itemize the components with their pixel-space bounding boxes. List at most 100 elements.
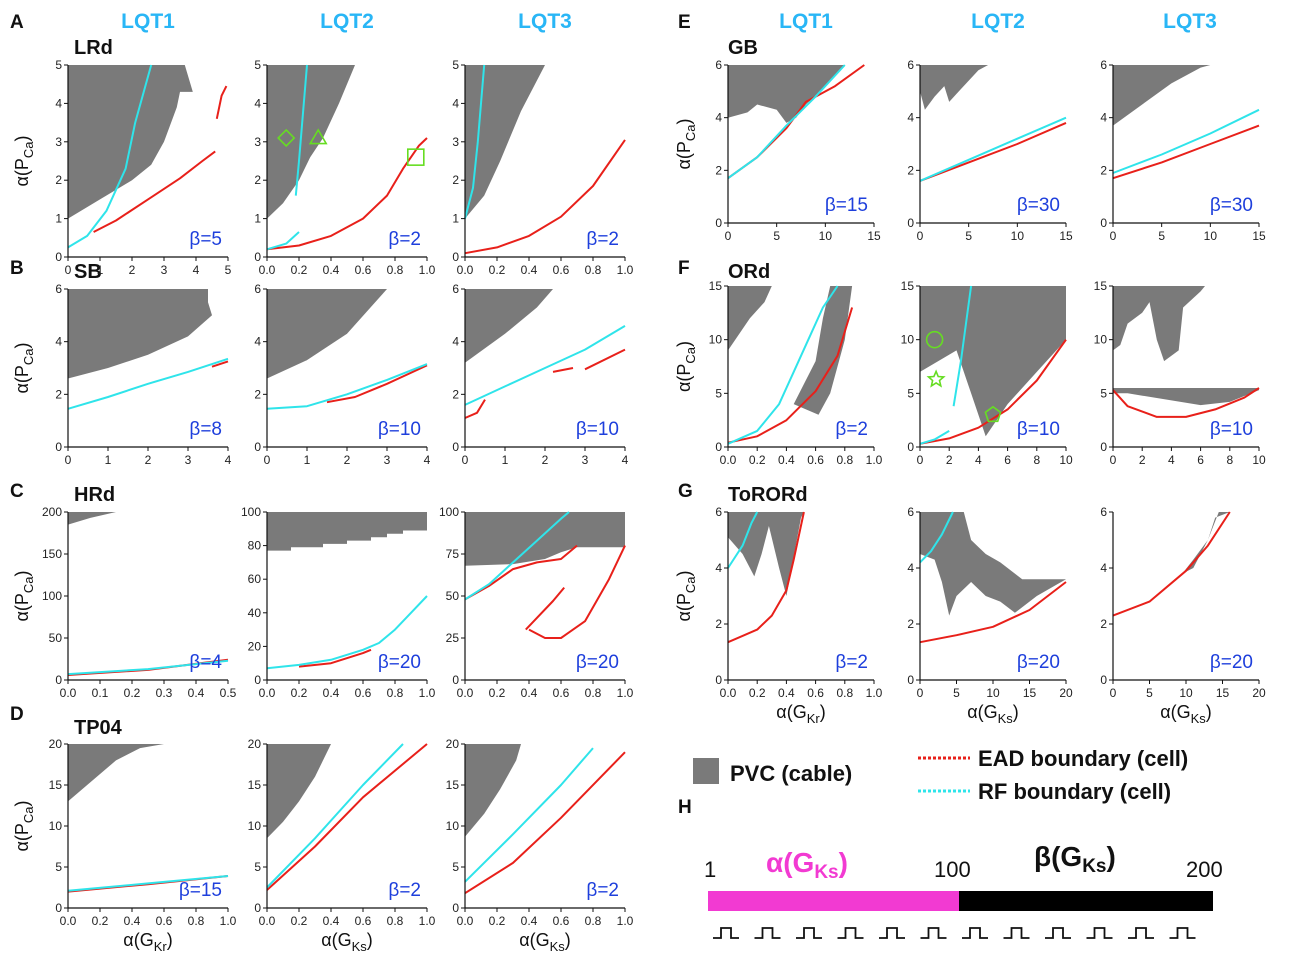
- x-tick-label: 10: [819, 229, 833, 243]
- x-tick-label: 5: [225, 263, 232, 277]
- marker-circle: [925, 330, 944, 349]
- ylabel-left-row-1-main: α(P: [12, 365, 32, 393]
- y-tick-label: 0: [1100, 673, 1107, 687]
- y-tick-label: 2: [452, 387, 459, 401]
- x-tick-label: 0.4: [521, 914, 538, 928]
- ylabel-left-row-3-main: α(P: [12, 823, 32, 851]
- x-tick-label: 0.0: [457, 263, 474, 277]
- y-tick-label: 75: [446, 547, 460, 561]
- x-tick-label: 0.3: [156, 686, 173, 700]
- x-tick-label: 0: [65, 453, 72, 467]
- y-tick-label: 15: [1094, 279, 1108, 293]
- panel-letter-g: G: [678, 481, 693, 502]
- alpha-bar: [708, 891, 959, 911]
- x-tick-label: 4: [424, 453, 431, 467]
- x-tick-label: 0: [917, 686, 924, 700]
- y-tick-label: 15: [901, 279, 915, 293]
- column-head-right-lqt3: LQT3: [1163, 10, 1217, 33]
- ylabel-right-row-0: α(PCa): [674, 118, 698, 169]
- x-tick-label: 0.6: [807, 686, 824, 700]
- ylabel-right-row-1-main: α(P: [674, 364, 694, 392]
- ylabel-right-row-0-sub: Ca: [683, 124, 698, 141]
- rf-boundary-0: [1112, 108, 1260, 174]
- y-tick-label: 2: [55, 387, 62, 401]
- chart-tp04-lqt3: 0.0 0.2 0.4 0.6 0.8 1.0 0 5 10 15 20 β=2: [446, 737, 634, 928]
- x-tick-label: 3: [384, 453, 391, 467]
- x-tick-label: 10: [1179, 686, 1193, 700]
- chart-gb-lqt3: 0 5 10 15 0 2 4 6 β=30: [1100, 58, 1266, 243]
- y-tick-label: 0: [55, 901, 62, 915]
- rf-boundary-0: [727, 64, 846, 180]
- column-head-right-lqt2: LQT2: [971, 10, 1025, 33]
- pulse-train: [713, 927, 1196, 939]
- y-tick-label: 5: [452, 58, 459, 72]
- beta-label: β=30: [1210, 195, 1253, 216]
- xlabel-torord-lqt1: α(GKr): [776, 702, 825, 726]
- stim-alpha-sub: Ks: [814, 862, 838, 883]
- x-tick-label: 1.0: [419, 914, 436, 928]
- x-tick-label: 0: [65, 263, 72, 277]
- x-tick-label: 5: [773, 229, 780, 243]
- rf-boundary-0: [266, 363, 428, 410]
- chart-tp04-lqt1: 0.0 0.2 0.4 0.6 0.8 1.0 0 5 10 15 20 β=15: [49, 737, 237, 928]
- x-tick-label: 2: [946, 453, 953, 467]
- chart-sb-lqt3: 0 1 2 3 4 0 2 4 6 β=10: [452, 282, 628, 467]
- y-tick-label: 5: [452, 860, 459, 874]
- chart-lrd-lqt3: 0.0 0.2 0.4 0.6 0.8 1.0 0 1 2 3 4 5 β=2: [452, 58, 633, 277]
- beta-label: β=2: [586, 229, 619, 250]
- pulse: [837, 927, 864, 939]
- beta-label: β=20: [1210, 652, 1253, 673]
- x-tick-label: 0.6: [553, 686, 570, 700]
- pulse: [713, 927, 739, 939]
- x-tick-label: 10: [986, 686, 1000, 700]
- ylabel-right-row-2: α(PCa): [674, 570, 698, 621]
- ead-boundary-1: [552, 367, 574, 373]
- column-head-left-lqt1: LQT1: [121, 10, 175, 33]
- x-tick-label: 0.4: [778, 686, 795, 700]
- y-tick-label: 4: [452, 335, 459, 349]
- x-tick-label: 0.6: [807, 453, 824, 467]
- labels-layer: A B C D E F G H LQT1 LQT2 LQT3 LQT1 LQT2…: [10, 10, 1217, 818]
- x-tick-label: 0: [264, 453, 271, 467]
- legend-pvc-swatch: [693, 758, 719, 784]
- x-tick-label: 0.8: [585, 686, 602, 700]
- panels-layer: LRdSBHRdTP04GBORdToRORdα(PCa)α(PCa)α(PCa…: [12, 37, 1266, 954]
- x-tick-label: 0.6: [553, 263, 570, 277]
- x-tick-label: 0.0: [60, 914, 77, 928]
- stim-label-100: 100: [934, 857, 971, 882]
- y-tick-label: 1: [254, 212, 261, 226]
- x-tick-label: 0.8: [387, 686, 404, 700]
- ead-boundary-0: [919, 339, 1067, 445]
- x-tick-label: 0: [1110, 453, 1117, 467]
- x-tick-label: 1.0: [617, 263, 634, 277]
- ylabel-right-row-1-sub: Ca: [683, 346, 698, 363]
- beta-label: β=20: [1017, 652, 1060, 673]
- y-tick-label: 4: [715, 561, 722, 575]
- x-tick-label: 0.0: [457, 686, 474, 700]
- xlabel-tp04-lqt2-main: α(G: [321, 930, 351, 950]
- y-tick-label: 20: [248, 737, 262, 751]
- y-tick-label: 0: [907, 673, 914, 687]
- ylabel-left-row-2-sub: Ca: [21, 576, 36, 593]
- y-tick-label: 5: [254, 58, 261, 72]
- x-tick-label: 0.8: [387, 914, 404, 928]
- y-tick-label: 15: [709, 279, 723, 293]
- rf-boundary-0: [727, 285, 839, 445]
- xlabel-torord-lqt3-main: α(G: [1160, 702, 1190, 722]
- ylabel-left-row-2-close: ): [12, 570, 32, 576]
- marker-pentagon: [984, 405, 1002, 423]
- y-tick-label: 2: [254, 387, 261, 401]
- y-tick-label: 0: [55, 440, 62, 454]
- y-tick-label: 2: [1100, 163, 1107, 177]
- y-tick-label: 0: [452, 250, 459, 264]
- x-tick-label: 0.2: [124, 686, 141, 700]
- y-tick-label: 5: [254, 860, 261, 874]
- y-tick-label: 0: [907, 440, 914, 454]
- ead-boundary-0: [211, 360, 229, 368]
- y-tick-label: 60: [248, 572, 262, 586]
- y-tick-label: 0: [452, 673, 459, 687]
- x-tick-label: 1: [105, 453, 112, 467]
- rf-boundary-0: [919, 511, 954, 564]
- beta-label: β=4: [189, 652, 222, 673]
- y-tick-label: 100: [241, 505, 261, 519]
